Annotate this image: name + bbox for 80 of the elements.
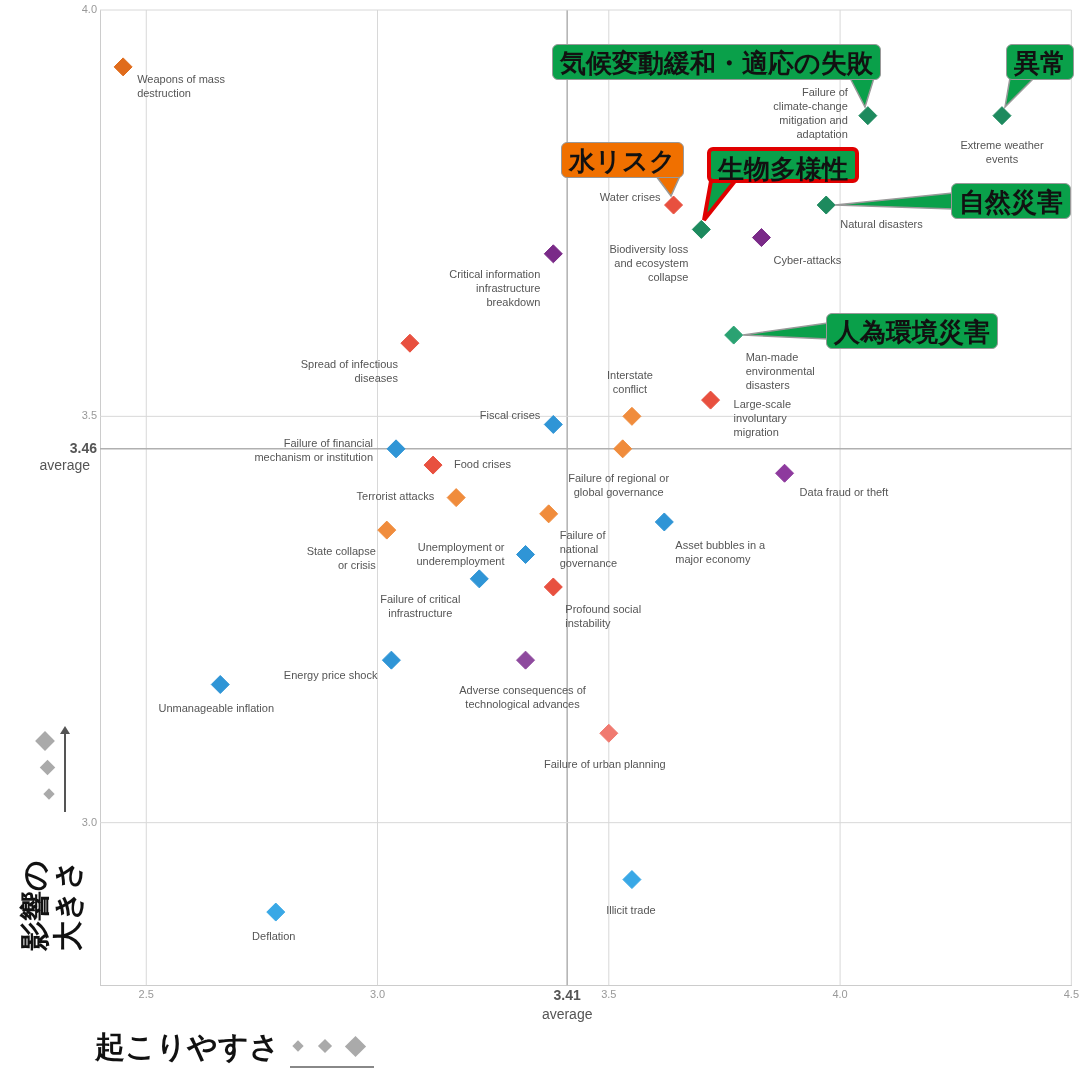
data-label: Food crises [454, 457, 512, 470]
point [701, 390, 721, 410]
point [113, 57, 133, 77]
data-label: Data fraud or theft [799, 485, 889, 498]
point [539, 504, 559, 524]
data-label: Water crises [599, 190, 662, 203]
point [613, 439, 633, 459]
data-label: Profound social instability [565, 602, 642, 629]
point [377, 520, 397, 540]
data-label: Fiscal crises [479, 408, 541, 421]
y-tick-label: 4.0 [81, 3, 97, 16]
y-tick-label: 3.0 [81, 815, 97, 828]
data-label: Asset bubbles in a major economy [675, 538, 767, 565]
point [543, 577, 563, 597]
point [691, 219, 711, 239]
annotation: 人為環境災害 [825, 313, 998, 350]
data-label: Large-scale involuntary migration [733, 397, 792, 438]
data-label: Failure of climate-change mitigation and adaptation [773, 86, 849, 141]
text: average [39, 456, 91, 473]
data-label: Cyber-attacks [773, 254, 842, 267]
data-label: Failure of critical infrastructure [380, 593, 461, 620]
y-tick-label: 3.46 [69, 439, 98, 456]
data-label: Weapons of mass destruction [137, 73, 226, 100]
point [386, 439, 406, 459]
point [816, 195, 836, 215]
point [400, 333, 420, 353]
text: average [541, 1006, 593, 1023]
point [622, 870, 642, 890]
point [751, 228, 771, 248]
y-axis-title: 影響の大きさ [17, 858, 86, 953]
data-label: Unmanageable inflation [158, 702, 275, 715]
point [381, 650, 401, 670]
point [599, 723, 619, 743]
x-tick-label: 2.5 [138, 987, 154, 1000]
data-label: Failure of urban planning [543, 757, 666, 770]
point [775, 463, 795, 483]
data-label: Failure of financial mechanism or institution [254, 437, 374, 464]
data-label: Terrorist attacks [356, 490, 435, 503]
point [654, 512, 674, 532]
x-tick-label: 4.5 [1063, 987, 1079, 1000]
point [469, 569, 489, 589]
annotation: 異常 [1005, 43, 1074, 80]
point [446, 488, 466, 508]
x-tick-label: 3.5 [601, 987, 617, 1000]
data-label: Interstate conflict [607, 368, 653, 395]
data-label: Deflation [252, 929, 296, 942]
data-label: State collapse or crisis [306, 544, 377, 571]
data-label: Spread of infectious diseases [300, 357, 399, 384]
y-tick-label: 3.5 [81, 409, 97, 422]
data-label: Illicit trade [606, 904, 656, 917]
point [543, 414, 563, 434]
point [423, 455, 443, 475]
point [516, 544, 536, 564]
point [858, 106, 878, 126]
point [266, 902, 286, 922]
point [543, 244, 563, 264]
speech-bubble: 生物多様性 [704, 147, 860, 221]
data-label: Failure of regional or global governance [568, 472, 670, 499]
data-label: Man-made environmental disasters [745, 350, 815, 391]
data-label: Failure of national governance [559, 529, 618, 570]
data-label: Unemployment or underemployment [416, 541, 505, 568]
data-label: Extreme weather events [960, 139, 1044, 166]
annotation: 水リスク [560, 142, 684, 179]
x-tick-label: 3.41 [553, 987, 582, 1004]
point [516, 650, 536, 670]
point [210, 675, 230, 695]
x-tick-label: 4.0 [832, 987, 848, 1000]
x-axis-title: 起こりやすさ [95, 1029, 280, 1064]
data-label: Energy price shock [283, 668, 378, 681]
point [664, 195, 684, 215]
data-label: Adverse consequences of technological advances [459, 683, 587, 710]
point [724, 325, 744, 345]
x-tick-label: 3.0 [369, 987, 386, 1000]
annotation: 気候変動緩和・適応の失敗 [551, 43, 881, 80]
data-label: Critical information infrastructure breakdown [449, 268, 541, 309]
data-label: Biodiversity loss and ecosystem collapse [609, 242, 689, 283]
annotation: 自然災害 [951, 183, 1072, 220]
point [992, 106, 1012, 126]
point [622, 406, 642, 426]
annotation: 生物多様性 [707, 147, 860, 185]
